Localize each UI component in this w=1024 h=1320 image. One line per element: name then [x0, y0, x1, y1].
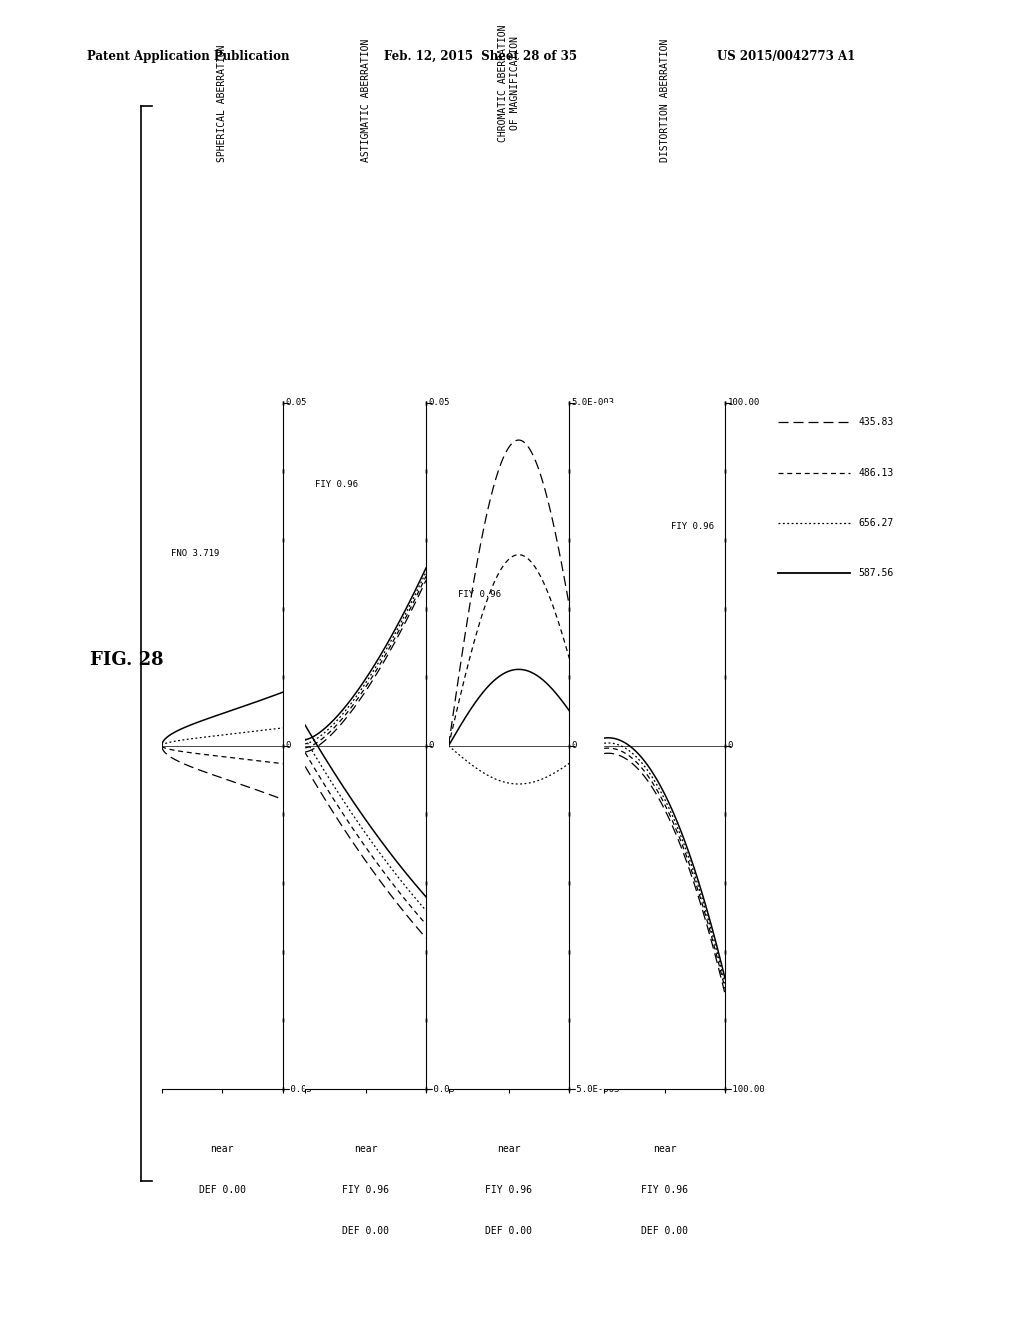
Text: FIY 0.96: FIY 0.96	[485, 1185, 532, 1195]
Text: FIY 0.96: FIY 0.96	[671, 521, 714, 531]
Text: DISTORTION ABERRATION: DISTORTION ABERRATION	[659, 40, 670, 162]
Text: 435.83: 435.83	[858, 417, 893, 428]
Text: -0.05: -0.05	[428, 1085, 456, 1093]
Text: Feb. 12, 2015  Sheet 28 of 35: Feb. 12, 2015 Sheet 28 of 35	[384, 50, 577, 63]
Text: FIY 0.96: FIY 0.96	[458, 590, 501, 599]
Text: near: near	[354, 1144, 377, 1154]
Text: 0.05: 0.05	[285, 399, 306, 407]
Text: near: near	[211, 1144, 233, 1154]
Text: SPHERICAL ABERRATION: SPHERICAL ABERRATION	[217, 45, 227, 162]
Text: 656.27: 656.27	[858, 517, 893, 528]
Text: Patent Application Publication: Patent Application Publication	[87, 50, 290, 63]
Text: ASTIGMATIC ABERRATION: ASTIGMATIC ABERRATION	[360, 40, 371, 162]
Text: 0: 0	[285, 742, 291, 750]
Text: DEF 0.00: DEF 0.00	[342, 1226, 389, 1237]
Text: near: near	[653, 1144, 676, 1154]
Text: 0.05: 0.05	[428, 399, 450, 407]
Text: FNO 3.719: FNO 3.719	[171, 549, 220, 558]
Text: 587.56: 587.56	[858, 568, 893, 578]
Text: FIG. 28: FIG. 28	[90, 651, 164, 669]
Text: DEF 0.00: DEF 0.00	[199, 1185, 246, 1195]
Text: 5.0E-003: 5.0E-003	[571, 399, 614, 407]
Text: 0: 0	[727, 742, 733, 750]
Text: 0: 0	[571, 742, 578, 750]
Text: 486.13: 486.13	[858, 467, 893, 478]
Text: FIY 0.96: FIY 0.96	[641, 1185, 688, 1195]
Text: FIY 0.96: FIY 0.96	[342, 1185, 389, 1195]
Text: near: near	[498, 1144, 520, 1154]
Text: FIY 0.96: FIY 0.96	[314, 480, 357, 490]
Text: -5.0E-003: -5.0E-003	[571, 1085, 621, 1093]
Text: DEF 0.00: DEF 0.00	[485, 1226, 532, 1237]
Text: DEF 0.00: DEF 0.00	[641, 1226, 688, 1237]
Text: CHROMATIC ABERRATION
OF MAGNIFICATION: CHROMATIC ABERRATION OF MAGNIFICATION	[498, 24, 520, 141]
Text: 100.00: 100.00	[727, 399, 760, 407]
Text: -100.00: -100.00	[727, 1085, 765, 1093]
Text: -0.05: -0.05	[285, 1085, 312, 1093]
Text: US 2015/0042773 A1: US 2015/0042773 A1	[717, 50, 855, 63]
Text: 0: 0	[428, 742, 434, 750]
